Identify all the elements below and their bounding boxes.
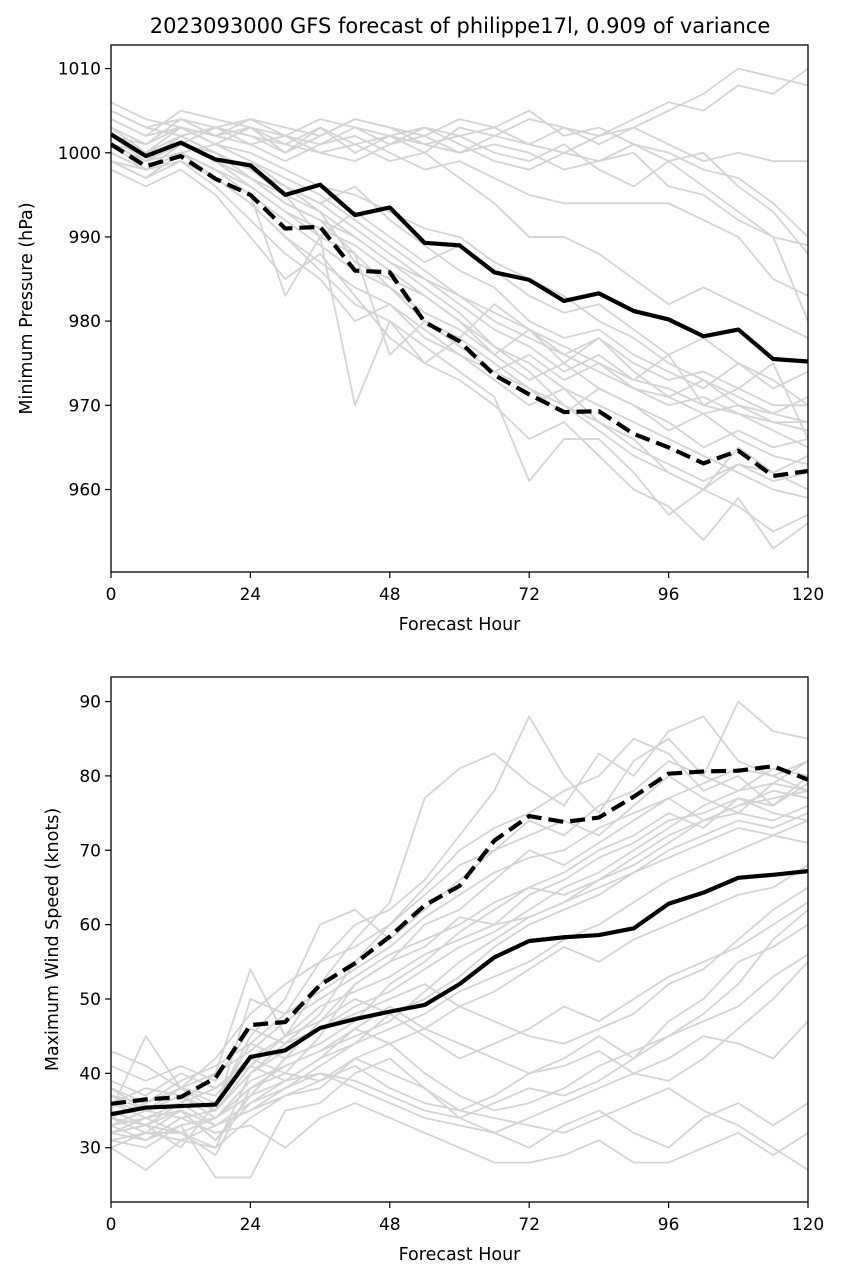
pressure-y-tick-label: 1010	[58, 60, 101, 80]
pressure-series-0	[111, 132, 808, 364]
pressure-series-26	[111, 151, 808, 415]
wind-series-10	[111, 789, 808, 1119]
wind-series-13	[111, 1102, 808, 1164]
pressure-y-tick-label: 990	[69, 228, 101, 248]
wind-series-20	[111, 782, 808, 1119]
pressure-y-tick-label: 980	[69, 312, 101, 332]
wind-series-2	[111, 700, 808, 1112]
pressure-series-group	[111, 67, 808, 550]
pressure-x-tick-label: 120	[792, 585, 824, 605]
wind-series-17	[111, 909, 808, 1112]
wind-series-19	[111, 886, 808, 1082]
wind-x-axis-label: Forecast Hour	[399, 1245, 522, 1265]
wind-x-tick-label: 96	[658, 1215, 680, 1235]
pressure-series-1	[111, 142, 808, 479]
wind-series-0	[111, 869, 808, 1117]
wind-x-tick-label: 120	[792, 1215, 824, 1235]
wind-series-1	[111, 764, 808, 1106]
pressure-series-6	[111, 126, 808, 297]
pressure-y-tick-label: 970	[69, 396, 101, 416]
wind-series-15	[111, 1020, 808, 1142]
pressure-series-22	[111, 118, 808, 238]
pressure-y-tick-label: 960	[69, 480, 101, 500]
wind-y-tick-label: 30	[79, 1139, 101, 1159]
pressure-x-tick-label: 48	[379, 585, 401, 605]
wind-y-tick-label: 80	[79, 767, 101, 787]
pressure-series-23	[111, 126, 808, 247]
pressure-x-tick-label: 96	[658, 585, 680, 605]
wind-series-25	[111, 961, 808, 1142]
wind-series-8	[111, 797, 808, 1142]
pressure-x-tick-label: 24	[240, 585, 262, 605]
pressure-series-27	[111, 143, 808, 440]
wind-y-axis-label: Maximum Wind Speed (knots)	[43, 808, 63, 1071]
wind-y-tick-label: 60	[79, 916, 101, 936]
wind-x-tick-label: 48	[379, 1215, 401, 1235]
wind-x-tick-label: 24	[240, 1215, 262, 1235]
wind-x-tick-label: 72	[518, 1215, 540, 1235]
wind-series-21	[111, 812, 808, 1127]
wind-speed-panel: 0 24 48 72 96 120 30 40 50 60 70 80 90 Forecast Hour M…	[43, 676, 824, 1265]
pressure-x-axis-label: Forecast Hour	[399, 615, 522, 635]
wind-series-3	[111, 715, 808, 1112]
pressure-panel: 0 24 48 72 96 120 960 970 980 990 1000 1010 Forecast…	[17, 44, 824, 635]
pressure-y-tick-label: 1000	[58, 144, 101, 164]
wind-series-4	[111, 737, 808, 1111]
pressure-y-axis-label: Minimum Pressure (hPa)	[17, 202, 37, 414]
wind-series-group	[111, 700, 808, 1179]
pressure-series-20	[111, 135, 808, 466]
pressure-x-tick-label: 72	[518, 585, 540, 605]
wind-y-tick-label: 50	[79, 990, 101, 1010]
wind-x-tick-label: 0	[106, 1215, 117, 1235]
wind-series-26	[111, 953, 808, 1127]
wind-series-16	[111, 923, 808, 1149]
pressure-series-24	[111, 109, 808, 322]
wind-series-24	[111, 782, 808, 1112]
wind-y-tick-label: 40	[79, 1064, 101, 1084]
pressure-series-21	[111, 143, 808, 407]
wind-axes-frame	[110, 676, 809, 1203]
chart-title: 2023093000 GFS forecast of philippe17l, …	[150, 14, 771, 38]
wind-y-tick-label: 70	[79, 841, 101, 861]
pressure-series-10	[111, 168, 808, 550]
pressure-axes-frame	[110, 44, 809, 573]
wind-series-23	[111, 767, 808, 1127]
wind-series-27	[111, 819, 808, 1142]
wind-y-tick-label: 90	[79, 693, 101, 713]
pressure-x-tick-label: 0	[106, 585, 117, 605]
